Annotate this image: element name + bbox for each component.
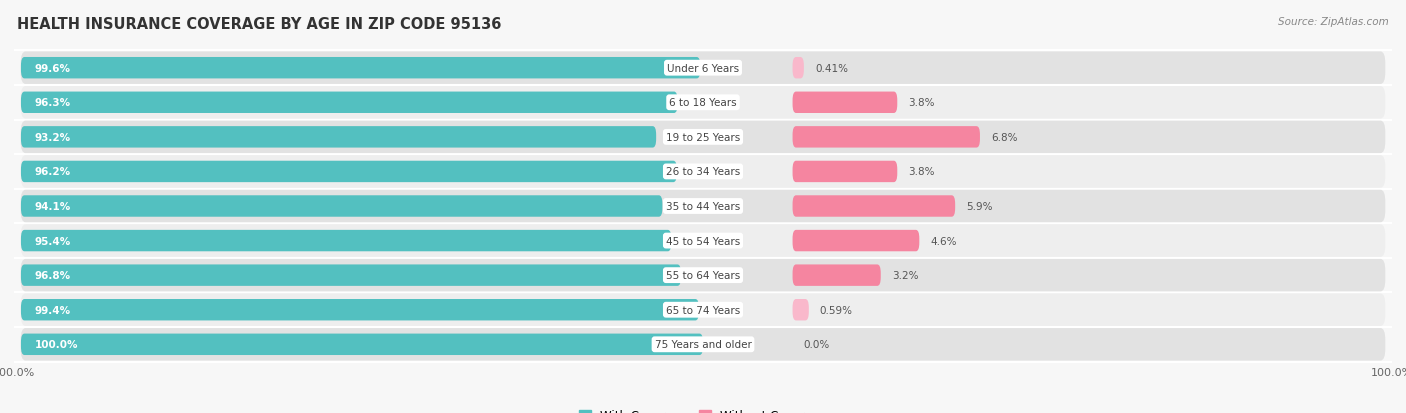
Text: 96.8%: 96.8%: [35, 271, 70, 280]
Text: Under 6 Years: Under 6 Years: [666, 64, 740, 74]
Text: 45 to 54 Years: 45 to 54 Years: [666, 236, 740, 246]
Text: 3.8%: 3.8%: [908, 98, 935, 108]
FancyBboxPatch shape: [21, 294, 1385, 326]
Text: 6 to 18 Years: 6 to 18 Years: [669, 98, 737, 108]
Text: 26 to 34 Years: 26 to 34 Years: [666, 167, 740, 177]
Text: 6.8%: 6.8%: [991, 133, 1018, 142]
Text: 96.2%: 96.2%: [35, 167, 70, 177]
FancyBboxPatch shape: [793, 127, 980, 148]
Text: 99.6%: 99.6%: [35, 64, 70, 74]
Text: 96.3%: 96.3%: [35, 98, 70, 108]
FancyBboxPatch shape: [21, 265, 681, 286]
FancyBboxPatch shape: [21, 299, 699, 320]
FancyBboxPatch shape: [793, 93, 897, 114]
FancyBboxPatch shape: [21, 93, 678, 114]
FancyBboxPatch shape: [21, 156, 1385, 188]
Text: 75 Years and older: 75 Years and older: [655, 339, 751, 349]
Text: 65 to 74 Years: 65 to 74 Years: [666, 305, 740, 315]
FancyBboxPatch shape: [793, 58, 804, 79]
FancyBboxPatch shape: [21, 127, 657, 148]
Text: 35 to 44 Years: 35 to 44 Years: [666, 202, 740, 211]
Text: 3.8%: 3.8%: [908, 167, 935, 177]
Text: 0.0%: 0.0%: [804, 339, 830, 349]
FancyBboxPatch shape: [21, 196, 662, 217]
Text: 94.1%: 94.1%: [35, 202, 70, 211]
FancyBboxPatch shape: [793, 299, 808, 320]
FancyBboxPatch shape: [21, 161, 676, 183]
Text: 3.2%: 3.2%: [891, 271, 918, 280]
Legend: With Coverage, Without Coverage: With Coverage, Without Coverage: [574, 404, 832, 413]
FancyBboxPatch shape: [21, 121, 1385, 154]
Text: 95.4%: 95.4%: [35, 236, 70, 246]
FancyBboxPatch shape: [21, 58, 700, 79]
FancyBboxPatch shape: [21, 334, 703, 355]
Text: 55 to 64 Years: 55 to 64 Years: [666, 271, 740, 280]
Text: 19 to 25 Years: 19 to 25 Years: [666, 133, 740, 142]
FancyBboxPatch shape: [21, 259, 1385, 292]
FancyBboxPatch shape: [793, 265, 880, 286]
Text: 93.2%: 93.2%: [35, 133, 70, 142]
Text: Source: ZipAtlas.com: Source: ZipAtlas.com: [1278, 17, 1389, 26]
FancyBboxPatch shape: [21, 328, 1385, 361]
Text: 100.0%: 100.0%: [35, 339, 79, 349]
FancyBboxPatch shape: [793, 230, 920, 252]
FancyBboxPatch shape: [21, 52, 1385, 85]
FancyBboxPatch shape: [21, 190, 1385, 223]
Text: 99.4%: 99.4%: [35, 305, 70, 315]
FancyBboxPatch shape: [21, 225, 1385, 257]
Text: 0.59%: 0.59%: [820, 305, 853, 315]
Text: HEALTH INSURANCE COVERAGE BY AGE IN ZIP CODE 95136: HEALTH INSURANCE COVERAGE BY AGE IN ZIP …: [17, 17, 502, 31]
FancyBboxPatch shape: [793, 196, 955, 217]
FancyBboxPatch shape: [21, 87, 1385, 119]
Text: 4.6%: 4.6%: [931, 236, 957, 246]
Text: 0.41%: 0.41%: [815, 64, 848, 74]
Text: 5.9%: 5.9%: [966, 202, 993, 211]
FancyBboxPatch shape: [793, 161, 897, 183]
FancyBboxPatch shape: [21, 230, 671, 252]
